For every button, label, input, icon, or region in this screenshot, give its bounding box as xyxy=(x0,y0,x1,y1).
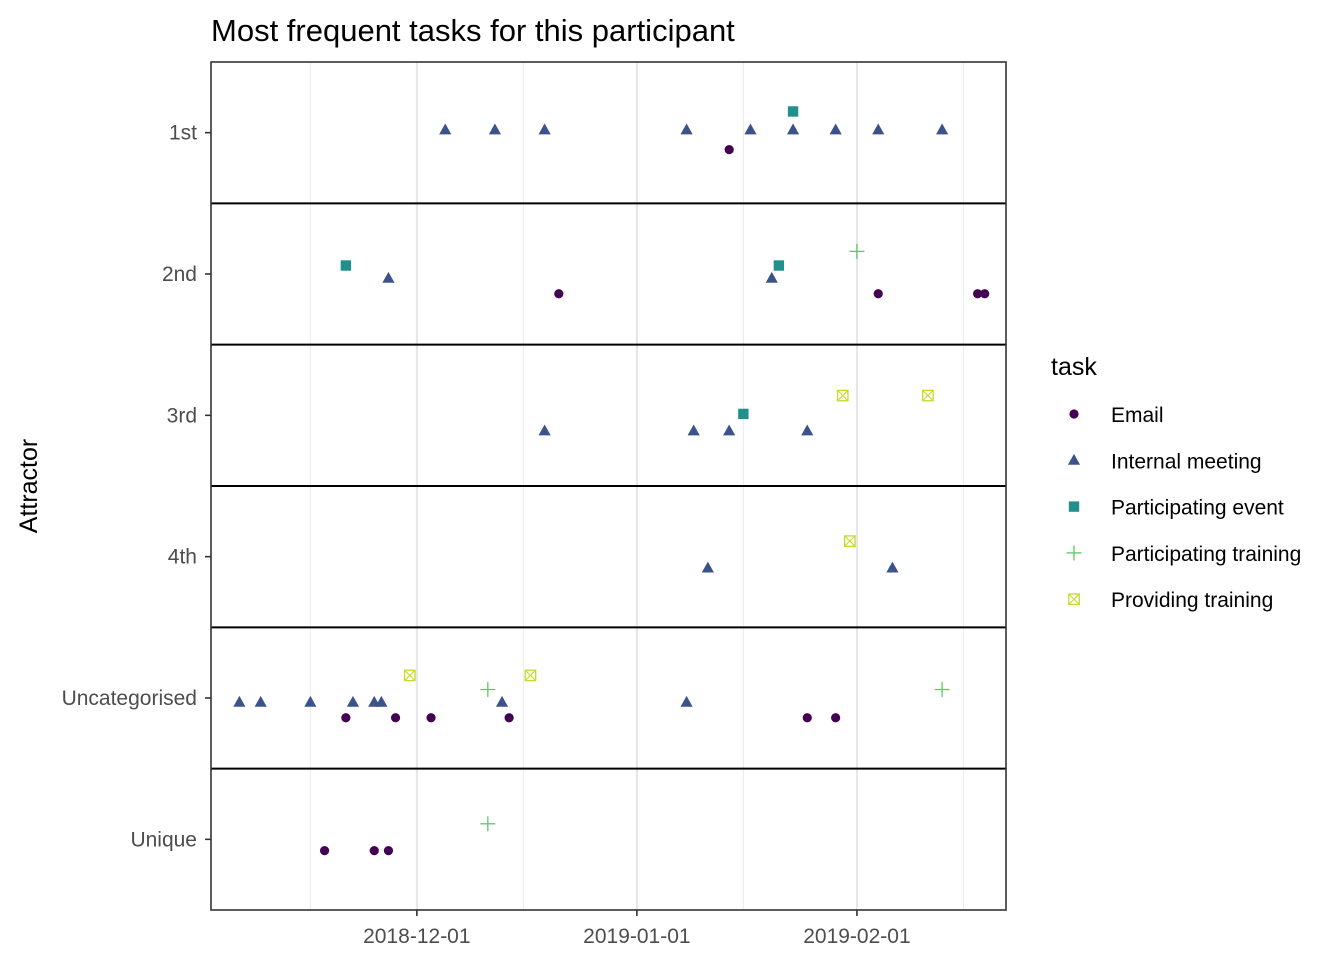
data-point xyxy=(538,123,551,135)
legend: task Email Internal meeting Participating … xyxy=(1051,353,1301,612)
x-tick-label: 2018-12-01 xyxy=(363,925,470,948)
data-point xyxy=(787,106,799,117)
data-point xyxy=(934,682,950,698)
legend-label: Participating event xyxy=(1111,497,1284,520)
data-point xyxy=(504,713,514,723)
data-point xyxy=(480,682,496,698)
data-point xyxy=(802,713,812,723)
data-point xyxy=(538,424,551,436)
data-point xyxy=(341,713,351,723)
data-point xyxy=(724,145,734,155)
data-point xyxy=(765,271,778,283)
data-point xyxy=(843,535,856,547)
y-axis-ticks: 1st 2nd 3rd 4th Uncategorised Unique xyxy=(62,122,211,851)
data-point xyxy=(680,695,693,707)
legend-label: Email xyxy=(1111,404,1164,427)
data-point xyxy=(936,123,949,135)
data-point xyxy=(701,561,714,573)
data-point xyxy=(369,846,379,856)
data-point xyxy=(829,123,842,135)
data-point xyxy=(801,424,814,436)
y-tick-label: Uncategorised xyxy=(62,687,197,710)
data-point xyxy=(304,695,317,707)
legend-label: Participating training xyxy=(1111,543,1301,566)
data-point xyxy=(319,846,330,856)
data-point xyxy=(680,123,693,135)
data-point xyxy=(872,123,885,135)
chart-title: Most frequent tasks for this participant xyxy=(211,13,735,48)
y-tick-label: 4th xyxy=(168,546,197,569)
data-point xyxy=(886,561,899,573)
data-point xyxy=(554,289,564,299)
data-point xyxy=(773,260,785,271)
x-tick-label: 2019-01-01 xyxy=(583,925,690,948)
legend-key xyxy=(1067,453,1081,465)
data-point xyxy=(922,389,934,402)
data-point xyxy=(340,260,352,271)
data-point xyxy=(873,289,883,299)
data-point xyxy=(980,289,990,299)
data-point xyxy=(738,408,749,420)
data-point xyxy=(687,424,700,436)
legend-label: Internal meeting xyxy=(1111,450,1262,473)
data-point xyxy=(488,123,502,135)
plot-panel xyxy=(210,61,1007,911)
y-tick-label: Unique xyxy=(130,828,197,851)
data-point xyxy=(973,289,983,299)
data-point xyxy=(786,123,800,135)
data-point xyxy=(346,695,360,707)
data-point xyxy=(849,243,865,259)
data-point xyxy=(390,713,401,723)
data-point xyxy=(495,695,509,707)
data-point xyxy=(383,846,394,856)
data-point xyxy=(403,669,416,682)
data-point xyxy=(233,695,246,707)
x-tick-label: 2019-02-01 xyxy=(803,925,910,948)
legend-key xyxy=(1068,501,1080,512)
data-point xyxy=(524,669,537,682)
x-axis-ticks: 2018-12-01 2019-01-01 2019-02-01 xyxy=(363,910,911,948)
y-tick-label: 3rd xyxy=(167,404,197,427)
y-axis-title: Attractor xyxy=(15,439,43,533)
legend-key xyxy=(1069,409,1079,419)
data-point xyxy=(744,123,757,135)
legend-key xyxy=(1066,545,1082,561)
y-tick-label: 1st xyxy=(169,122,197,145)
data-point xyxy=(382,271,395,283)
data-point xyxy=(375,695,388,707)
data-point xyxy=(254,695,267,707)
data-point xyxy=(480,816,496,832)
legend-label: Providing training xyxy=(1111,589,1273,612)
data-point xyxy=(836,389,849,402)
legend-key xyxy=(1068,593,1080,606)
legend-title: task xyxy=(1051,353,1097,381)
panel-border xyxy=(210,61,1007,911)
data-points xyxy=(233,106,990,856)
data-point xyxy=(831,713,841,723)
data-point xyxy=(723,424,736,436)
y-tick-label: 2nd xyxy=(162,263,197,286)
data-point xyxy=(439,123,452,135)
data-point xyxy=(426,713,436,723)
